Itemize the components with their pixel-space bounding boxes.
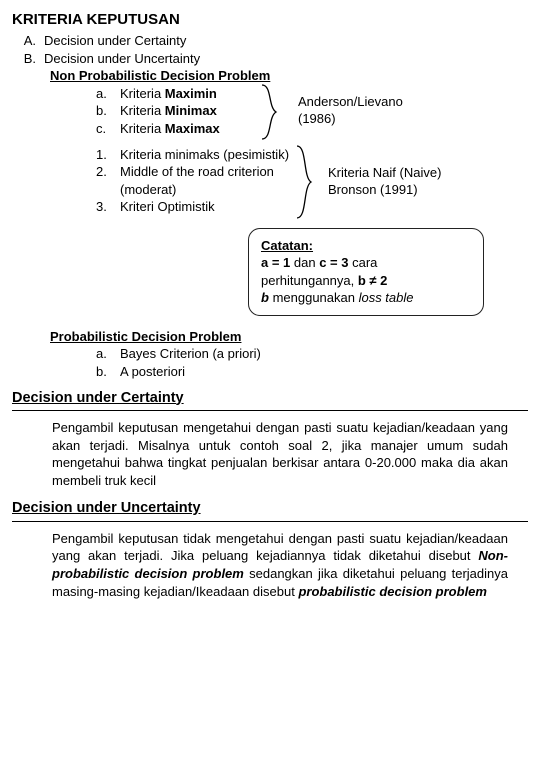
- item-a-text: Decision under Certainty: [44, 32, 186, 50]
- t: perhitungannya,: [261, 273, 358, 288]
- abc-c-text: Kriteria Maximax: [120, 120, 220, 138]
- abc-a-text: Kriteria Maximin: [120, 85, 217, 103]
- nonprob-text: Non Probabilistic Decision Problem: [50, 68, 270, 83]
- t: probabilistic decision problem: [298, 584, 487, 599]
- t: Kriteria: [120, 86, 165, 101]
- note-line3: b menggunakan loss table: [261, 289, 471, 307]
- abc-b-text: Kriteria Minimax: [120, 102, 217, 120]
- num-2-text: Middle of the road criterion (moderat): [120, 163, 274, 198]
- t: Bronson (1991): [328, 181, 441, 199]
- t: b: [261, 290, 269, 305]
- prob-a-text: Bayes Criterion (a priori): [120, 345, 261, 363]
- t: Minimax: [165, 103, 217, 118]
- letter: 1.: [96, 146, 112, 164]
- prob-head: Probabilistic Decision Problem: [50, 328, 528, 346]
- t: Kriteria: [120, 103, 165, 118]
- num-3-text: Kriteri Optimistik: [120, 198, 215, 216]
- t: Maximin: [165, 86, 217, 101]
- section1-head: Decision under Certainty: [12, 389, 528, 409]
- prob-b: b. A posteriori: [96, 363, 528, 381]
- prob-b-text: A posteriori: [120, 363, 185, 381]
- t: cara: [348, 255, 377, 270]
- t: Anderson/Lievano: [298, 93, 403, 111]
- top-list: A. Decision under Certainty B. Decision …: [18, 32, 528, 380]
- item-b: B. Decision under Uncertainty: [18, 50, 528, 68]
- item-b-text: Decision under Uncertainty: [44, 50, 200, 68]
- note-box: Catatan: a = 1 dan c = 3 cara perhitunga…: [248, 228, 484, 316]
- letter: c.: [96, 120, 112, 138]
- num-1-text: Kriteria minimaks (pesimistik): [120, 146, 289, 164]
- t: a = 1: [261, 255, 290, 270]
- letter: A.: [18, 32, 36, 50]
- t: Pengambil keputusan tidak mengetahui den…: [52, 531, 508, 564]
- abc-block: a. Kriteria Maximin b. Kriteria Minimax …: [18, 85, 528, 138]
- t: (1986): [298, 110, 403, 128]
- t: b ≠ 2: [358, 273, 388, 288]
- section1-text: Pengambil keputusan mengetahui dengan pa…: [52, 419, 508, 489]
- letter: B.: [18, 50, 36, 68]
- t: dan: [290, 255, 319, 270]
- num-2: 2. Middle of the road criterion (moderat…: [96, 163, 528, 198]
- num-block: 1. Kriteria minimaks (pesimistik) 2. Mid…: [18, 146, 528, 216]
- num-3: 3. Kriteri Optimistik: [96, 198, 528, 216]
- annot-anderson: Anderson/Lievano (1986): [298, 93, 403, 128]
- t: menggunakan: [269, 290, 359, 305]
- letter: a.: [96, 85, 112, 103]
- t: Kriteria Naif (Naive): [328, 164, 441, 182]
- section2-head: Decision under Uncertainty: [12, 499, 528, 519]
- letter: b.: [96, 363, 112, 381]
- num-1: 1. Kriteria minimaks (pesimistik): [96, 146, 528, 164]
- t: Middle of the road criterion: [120, 163, 274, 181]
- prob-head-text: Probabilistic Decision Problem: [50, 329, 241, 344]
- prob-a: a. Bayes Criterion (a priori): [96, 345, 528, 363]
- note-line2: perhitungannya, b ≠ 2: [261, 272, 471, 290]
- divider: [12, 521, 528, 522]
- letter: 2.: [96, 163, 112, 198]
- note-line1: a = 1 dan c = 3 cara: [261, 254, 471, 272]
- page-title: KRITERIA KEPUTUSAN: [12, 10, 528, 30]
- section2-text: Pengambil keputusan tidak mengetahui den…: [52, 530, 508, 600]
- t: c = 3: [319, 255, 348, 270]
- nonprob-head: Non Probabilistic Decision Problem: [50, 67, 528, 85]
- t: Kriteria: [120, 121, 165, 136]
- letter: b.: [96, 102, 112, 120]
- letter: a.: [96, 345, 112, 363]
- note-head: Catatan:: [261, 238, 313, 253]
- divider: [12, 410, 528, 411]
- t: (moderat): [120, 181, 274, 199]
- t: Maximax: [165, 121, 220, 136]
- letter: 3.: [96, 198, 112, 216]
- annot-bronson: Kriteria Naif (Naive) Bronson (1991): [328, 164, 441, 199]
- t: loss table: [359, 290, 414, 305]
- item-a: A. Decision under Certainty: [18, 32, 528, 50]
